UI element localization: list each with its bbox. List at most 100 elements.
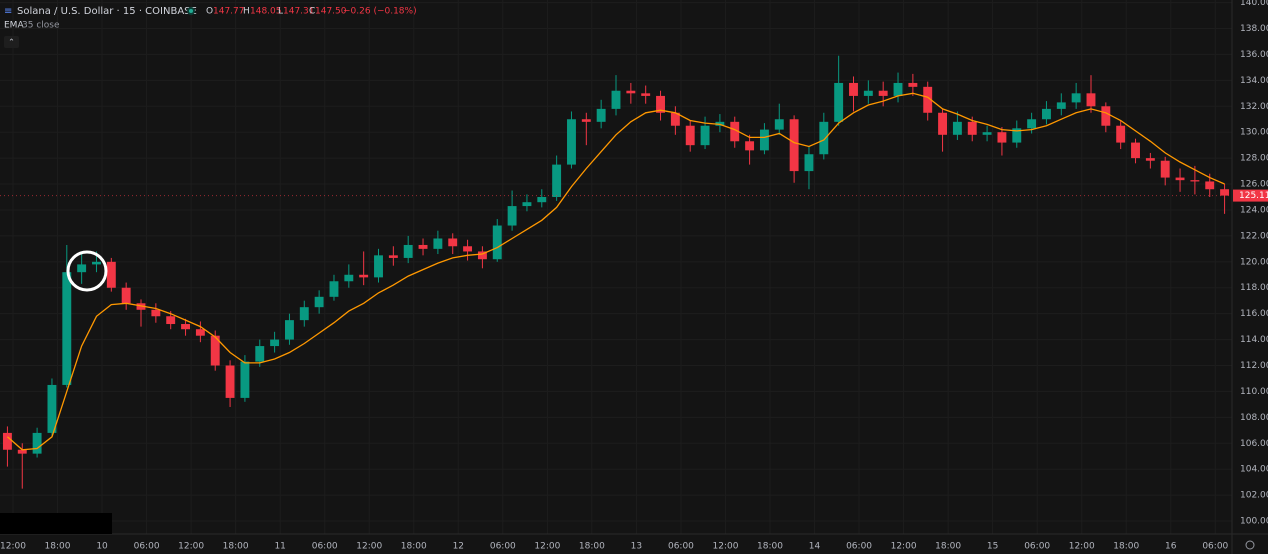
last-price-label: 125.11 (1239, 191, 1268, 201)
candle-body (32, 432, 42, 454)
candle-body (581, 119, 591, 122)
candle-body (314, 296, 324, 308)
candle-body (388, 255, 398, 258)
candle-body (997, 132, 1007, 143)
menu-icon[interactable]: ≡ (4, 6, 12, 17)
candle-body (374, 255, 383, 278)
candle-body (106, 261, 116, 288)
candle-body (492, 225, 502, 260)
indicator-name[interactable]: EMA (4, 21, 24, 31)
x-tick-label: 12:00 (1069, 542, 1095, 552)
indicator-legend[interactable]: EMA 35 close (4, 21, 60, 31)
candle-body (195, 329, 205, 336)
x-tick-label: 16 (1165, 542, 1177, 552)
x-tick-label: 18:00 (1113, 542, 1139, 552)
x-tick-label: 06:00 (1024, 542, 1050, 552)
highlight-circle (66, 250, 108, 292)
candle-body (463, 246, 473, 252)
x-tick-label: 12:00 (0, 542, 26, 552)
candle-body (433, 238, 443, 249)
ohlc-label: L (278, 7, 283, 17)
candle-body (1220, 189, 1230, 196)
y-tick-label: 118.00 (1240, 283, 1268, 293)
ohlc-value: 147.77 (213, 7, 245, 17)
candle-body (477, 251, 487, 260)
candle-body (1027, 119, 1037, 129)
candle-body (938, 112, 948, 135)
settings-button[interactable] (1245, 540, 1255, 550)
ohlc-value: 147.50 (315, 7, 347, 17)
candle-body (863, 90, 873, 96)
candle-body (611, 90, 621, 109)
candle-body (1056, 102, 1066, 109)
symbol-title[interactable]: Solana / U.S. Dollar · 15 · COINBASE (17, 6, 197, 17)
x-tick-label: 12:00 (178, 542, 204, 552)
y-tick-label: 120.00 (1240, 257, 1268, 267)
symbol-header[interactable]: ≡ Solana / U.S. Dollar · 15 · COINBASE O… (4, 6, 417, 17)
candle-body (849, 82, 858, 96)
candle-body (923, 86, 933, 113)
candle-body (181, 324, 190, 330)
candle-body (359, 274, 369, 278)
candle-body (1205, 181, 1215, 190)
collapse-button[interactable] (4, 36, 19, 48)
collapse-icon: ⌃ (8, 38, 15, 47)
candle-body (908, 82, 918, 87)
candle-body (1190, 180, 1200, 182)
x-tick-label: 12:00 (713, 542, 739, 552)
candle-body (1116, 125, 1126, 143)
x-tick-label: 12:00 (891, 542, 917, 552)
candle-body (759, 129, 769, 151)
ohlc-value: 147.31 (283, 7, 315, 17)
candle-body (448, 238, 458, 247)
candle-body (952, 121, 962, 135)
x-tick-label: 18:00 (757, 542, 783, 552)
candle-body (284, 320, 294, 340)
candle-body (685, 125, 695, 146)
candle-body (1101, 106, 1111, 126)
candle-body (567, 119, 576, 165)
candle-body (1175, 177, 1185, 181)
candle-body (893, 82, 903, 96)
candle-body (151, 309, 161, 317)
y-tick-label: 124.00 (1240, 205, 1268, 215)
candle-body (804, 154, 814, 172)
candle-body (626, 90, 636, 94)
candle-body (700, 125, 710, 146)
x-tick-label: 14 (809, 542, 821, 552)
change: −0.26 (−0.18%) (343, 7, 417, 17)
y-tick-label: 132.00 (1240, 102, 1268, 112)
y-tick-label: 116.00 (1240, 309, 1268, 319)
candle-body (982, 132, 992, 135)
y-tick-label: 126.00 (1240, 180, 1268, 190)
y-tick-label: 104.00 (1240, 465, 1268, 475)
candle-body (1012, 128, 1022, 143)
y-tick-label: 138.00 (1240, 24, 1268, 34)
candle-body (656, 95, 665, 113)
candle-body (62, 272, 72, 385)
y-tick-label: 108.00 (1240, 413, 1268, 423)
ohlc-label: C (309, 7, 315, 17)
candle-body (537, 197, 547, 203)
candle-body (47, 384, 57, 433)
y-tick-label: 136.00 (1240, 50, 1268, 60)
candle-body (596, 108, 606, 122)
x-tick-label: 06:00 (846, 542, 872, 552)
indicator-params[interactable]: 35 close (22, 21, 60, 31)
market-status-dot (189, 9, 193, 13)
x-tick-label: 18:00 (223, 542, 249, 552)
candle-body (745, 141, 755, 151)
y-tick-label: 140.00 (1240, 0, 1268, 8)
candle-body (1042, 108, 1051, 120)
candle-body (92, 261, 101, 265)
x-tick-label: 15 (987, 542, 998, 552)
x-tick-label: 12:00 (534, 542, 560, 552)
candle-body (299, 307, 309, 321)
candle-body (552, 164, 562, 198)
candle-body (2, 432, 12, 450)
x-tick-label: 10 (96, 542, 108, 552)
candle-body (240, 361, 250, 398)
